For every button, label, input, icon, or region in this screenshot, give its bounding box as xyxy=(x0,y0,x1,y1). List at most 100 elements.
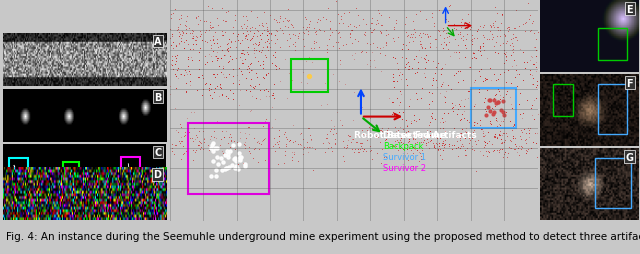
Point xyxy=(204,143,214,147)
Point xyxy=(327,149,337,153)
Point xyxy=(447,106,458,110)
Point xyxy=(430,118,440,122)
Point xyxy=(452,154,463,158)
Point xyxy=(401,31,412,35)
Point xyxy=(313,18,323,22)
Point xyxy=(426,138,436,142)
Point xyxy=(305,20,315,24)
Point xyxy=(171,128,181,132)
Point xyxy=(364,116,374,120)
Point xyxy=(460,22,470,26)
Point xyxy=(167,149,177,153)
Point xyxy=(427,112,437,116)
Point xyxy=(490,135,500,139)
Point xyxy=(262,46,272,50)
Point xyxy=(218,160,228,164)
Point xyxy=(438,141,448,145)
Point xyxy=(347,53,357,57)
Point xyxy=(362,138,372,142)
Point xyxy=(179,41,189,45)
Point xyxy=(463,25,473,29)
Point xyxy=(433,61,443,66)
Point xyxy=(298,152,308,156)
Point xyxy=(499,96,509,100)
Point xyxy=(382,131,392,135)
Point xyxy=(428,78,438,83)
Point xyxy=(495,130,505,134)
Point xyxy=(181,71,191,75)
Point xyxy=(358,135,369,139)
Point xyxy=(221,94,231,99)
Point xyxy=(458,105,468,109)
Point xyxy=(195,35,205,39)
Point xyxy=(242,67,252,71)
Point xyxy=(492,12,502,16)
Point xyxy=(490,6,500,10)
Point xyxy=(194,129,204,133)
Point xyxy=(250,49,260,53)
Point xyxy=(489,148,499,152)
Point xyxy=(479,24,490,28)
Text: B: B xyxy=(154,92,161,102)
Point xyxy=(236,52,246,56)
Point xyxy=(219,135,229,139)
Point xyxy=(308,40,319,44)
Point xyxy=(164,92,175,96)
Point xyxy=(182,72,193,76)
Point xyxy=(492,125,502,129)
Point xyxy=(513,25,524,29)
Point xyxy=(280,25,290,29)
Point xyxy=(247,37,257,41)
Point xyxy=(476,128,486,132)
Point xyxy=(509,147,520,151)
Point xyxy=(421,142,431,146)
Point xyxy=(310,33,321,37)
Point xyxy=(280,130,291,134)
Point xyxy=(261,94,271,99)
Text: Backpack: Backpack xyxy=(383,141,424,150)
Point xyxy=(486,142,497,146)
Point xyxy=(211,168,221,172)
Point xyxy=(248,87,259,91)
Point xyxy=(428,22,438,26)
Point xyxy=(213,57,223,61)
Point xyxy=(509,142,520,146)
Point xyxy=(281,144,291,148)
Point xyxy=(501,56,511,60)
Point xyxy=(257,22,267,26)
Point xyxy=(449,38,460,42)
Point xyxy=(435,136,445,140)
Point xyxy=(408,136,419,140)
Bar xyxy=(121,157,140,183)
Point xyxy=(502,40,513,44)
Point xyxy=(196,74,207,78)
Point xyxy=(335,118,345,122)
Point xyxy=(237,61,248,65)
Point xyxy=(234,67,244,71)
Point xyxy=(398,42,408,46)
Point xyxy=(182,137,192,141)
Point xyxy=(183,43,193,47)
Point xyxy=(493,52,503,56)
Point xyxy=(408,145,419,149)
Point xyxy=(238,161,248,165)
Point xyxy=(460,153,470,157)
Point xyxy=(483,130,493,134)
Point xyxy=(393,68,403,72)
Point xyxy=(241,15,252,20)
Point xyxy=(188,110,198,114)
Point xyxy=(531,69,541,73)
Point xyxy=(440,101,450,105)
Point xyxy=(452,70,463,74)
Point xyxy=(397,148,408,152)
Point xyxy=(222,148,232,152)
Point xyxy=(470,78,480,83)
Point xyxy=(245,108,255,113)
Point xyxy=(353,39,363,43)
Point xyxy=(531,61,541,65)
Point xyxy=(207,97,217,101)
Point xyxy=(433,29,443,33)
Point xyxy=(201,29,211,33)
Point xyxy=(518,51,528,55)
Point xyxy=(391,19,401,23)
